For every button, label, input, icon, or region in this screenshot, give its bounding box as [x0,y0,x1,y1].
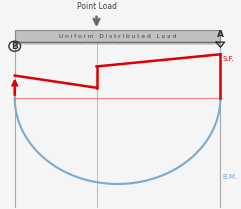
Text: Point Load: Point Load [76,2,116,11]
Text: B.M.: B.M. [223,174,238,180]
Text: A: A [217,30,224,39]
Text: U n i f o r m   D i s t r i b u t e d   L o a d: U n i f o r m D i s t r i b u t e d L o … [59,34,176,39]
Text: S.F.: S.F. [223,56,234,62]
Bar [15,30,220,42]
Bar [15,42,220,44]
Text: B: B [11,42,18,51]
